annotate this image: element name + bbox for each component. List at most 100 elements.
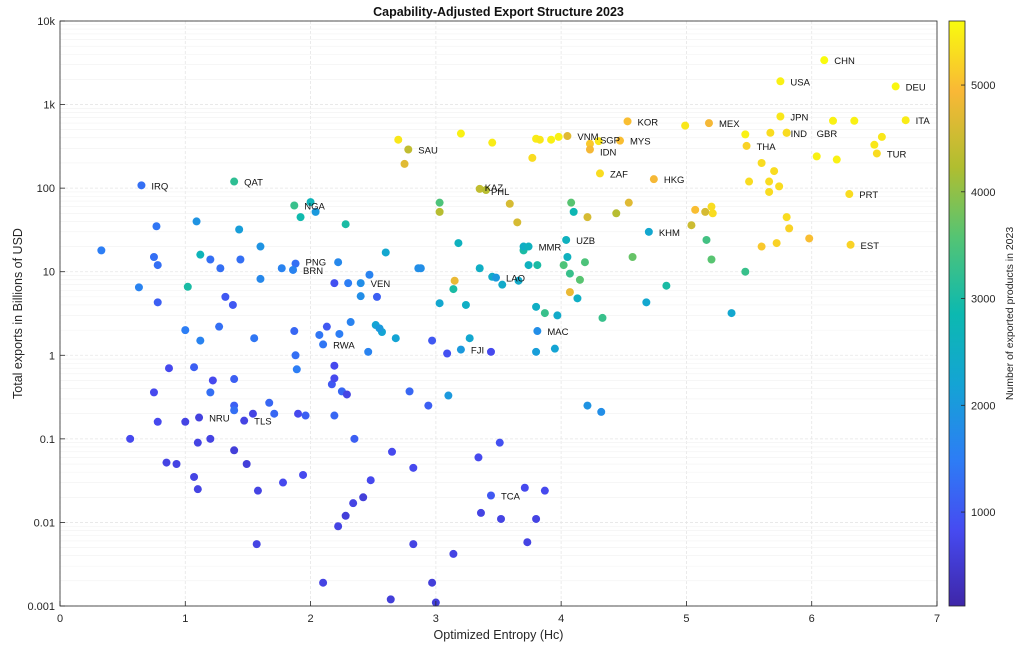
point-label-ven: VEN	[371, 279, 391, 290]
data-point	[628, 252, 637, 261]
data-point	[770, 167, 779, 176]
point-label-mac: MAC	[547, 327, 568, 338]
data-point	[554, 132, 563, 141]
data-point	[256, 274, 265, 283]
data-point	[206, 388, 215, 397]
data-point	[330, 374, 339, 383]
data-point	[279, 478, 288, 487]
data-point	[444, 391, 453, 400]
data-point	[569, 207, 578, 216]
data-point	[520, 483, 529, 492]
data-point	[230, 406, 239, 415]
point-label-khm: KHM	[659, 228, 680, 239]
data-point	[405, 387, 414, 396]
data-point	[228, 300, 237, 309]
point-label-lao: LAO	[506, 274, 525, 285]
data-point	[400, 159, 409, 168]
data-point-nga	[290, 201, 299, 210]
point-label-chn: CHN	[834, 56, 855, 67]
data-point	[344, 279, 353, 288]
y-tick-label: 100	[37, 183, 55, 195]
data-point	[193, 485, 202, 494]
data-point	[134, 283, 143, 292]
data-point	[196, 336, 205, 345]
data-point	[575, 275, 584, 284]
point-label-mmr: MMR	[539, 243, 562, 254]
data-point	[252, 540, 261, 549]
data-point	[322, 322, 331, 331]
data-point	[359, 493, 368, 502]
data-point	[456, 129, 465, 138]
data-point	[812, 152, 821, 161]
data-point-phl	[481, 186, 490, 195]
colorbar-tick-label: 1000	[971, 507, 995, 519]
data-point	[230, 375, 239, 384]
data-point	[465, 334, 474, 343]
point-label-irq: IRQ	[151, 181, 168, 192]
data-point-mac	[533, 327, 542, 336]
data-point	[642, 298, 651, 307]
data-point	[208, 376, 217, 385]
data-point	[540, 486, 549, 495]
data-point	[598, 313, 607, 322]
data-point	[532, 347, 541, 356]
grid-lines	[59, 20, 938, 607]
data-point	[782, 213, 791, 222]
colorbar-label: Number of exported products in 2023	[1004, 227, 1016, 401]
x-tick-label: 3	[433, 613, 439, 625]
data-point	[381, 248, 390, 257]
data-point	[270, 409, 279, 418]
point-label-brn: BRN	[303, 266, 323, 277]
data-point	[474, 453, 483, 462]
data-point	[765, 187, 774, 196]
data-point	[435, 207, 444, 216]
point-label-usa: USA	[790, 77, 810, 88]
data-point	[216, 264, 225, 273]
x-axis-label: Optimized Entropy (Hc)	[434, 628, 564, 642]
data-point	[342, 390, 351, 399]
data-point-kaz	[475, 184, 484, 193]
data-point	[162, 458, 171, 467]
data-point	[565, 288, 574, 297]
data-point	[850, 116, 859, 125]
data-point	[597, 407, 606, 416]
data-point	[330, 361, 339, 370]
data-point	[236, 255, 245, 264]
data-point	[476, 508, 485, 517]
x-tick-label: 1	[182, 613, 188, 625]
point-label-zaf: ZAF	[610, 169, 628, 180]
data-point	[757, 158, 766, 167]
point-label-rwa: RWA	[333, 340, 355, 351]
data-point	[449, 285, 458, 294]
data-point	[409, 463, 418, 472]
data-point	[513, 218, 522, 227]
data-point	[687, 221, 696, 230]
data-point	[435, 198, 444, 207]
data-point	[242, 460, 251, 469]
data-point-khm	[644, 227, 653, 236]
data-point	[149, 388, 158, 397]
data-point	[567, 198, 576, 207]
data-point	[450, 276, 459, 285]
y-tick-label: 0.1	[40, 434, 55, 446]
data-point	[691, 205, 700, 214]
data-point	[424, 401, 433, 410]
data-point	[386, 595, 395, 604]
data-point	[702, 235, 711, 244]
data-point-tha	[742, 141, 751, 150]
y-axis-label: Total exports in Billions of USD	[11, 228, 25, 399]
data-point	[535, 135, 544, 144]
data-point	[707, 255, 716, 264]
data-point	[334, 258, 343, 267]
colorbar-ticks: 1000 2000 3000 4000 5000	[961, 80, 995, 519]
data-point	[662, 281, 671, 290]
data-point	[253, 486, 262, 495]
data-point	[301, 411, 310, 420]
data-point	[388, 447, 397, 456]
data-point	[741, 267, 750, 276]
data-point	[533, 261, 542, 270]
data-point-brn	[289, 265, 298, 274]
data-point	[193, 438, 202, 447]
x-tick-label: 7	[934, 613, 940, 625]
